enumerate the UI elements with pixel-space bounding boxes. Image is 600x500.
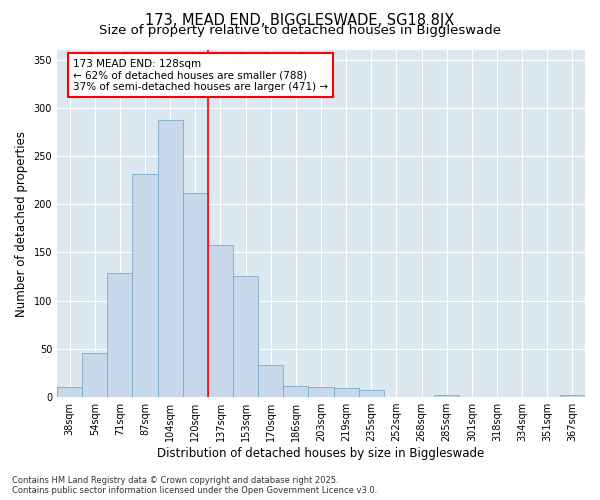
Bar bbox=[233, 276, 258, 397]
Bar bbox=[334, 388, 359, 397]
Bar bbox=[434, 395, 459, 397]
Y-axis label: Number of detached properties: Number of detached properties bbox=[15, 130, 28, 316]
Bar bbox=[283, 386, 308, 397]
Bar bbox=[183, 192, 208, 397]
Bar bbox=[133, 174, 158, 397]
Bar bbox=[359, 390, 384, 397]
Text: Contains HM Land Registry data © Crown copyright and database right 2025.
Contai: Contains HM Land Registry data © Crown c… bbox=[12, 476, 377, 495]
Bar bbox=[308, 388, 334, 397]
Text: Size of property relative to detached houses in Biggleswade: Size of property relative to detached ho… bbox=[99, 24, 501, 37]
Bar bbox=[107, 272, 133, 397]
Text: 173 MEAD END: 128sqm
← 62% of detached houses are smaller (788)
37% of semi-deta: 173 MEAD END: 128sqm ← 62% of detached h… bbox=[73, 58, 328, 92]
X-axis label: Distribution of detached houses by size in Biggleswade: Distribution of detached houses by size … bbox=[157, 447, 485, 460]
Bar bbox=[158, 120, 183, 397]
Bar bbox=[208, 245, 233, 397]
Bar bbox=[560, 395, 585, 397]
Bar bbox=[82, 352, 107, 397]
Bar bbox=[258, 366, 283, 397]
Text: 173, MEAD END, BIGGLESWADE, SG18 8JX: 173, MEAD END, BIGGLESWADE, SG18 8JX bbox=[145, 12, 455, 28]
Bar bbox=[57, 388, 82, 397]
